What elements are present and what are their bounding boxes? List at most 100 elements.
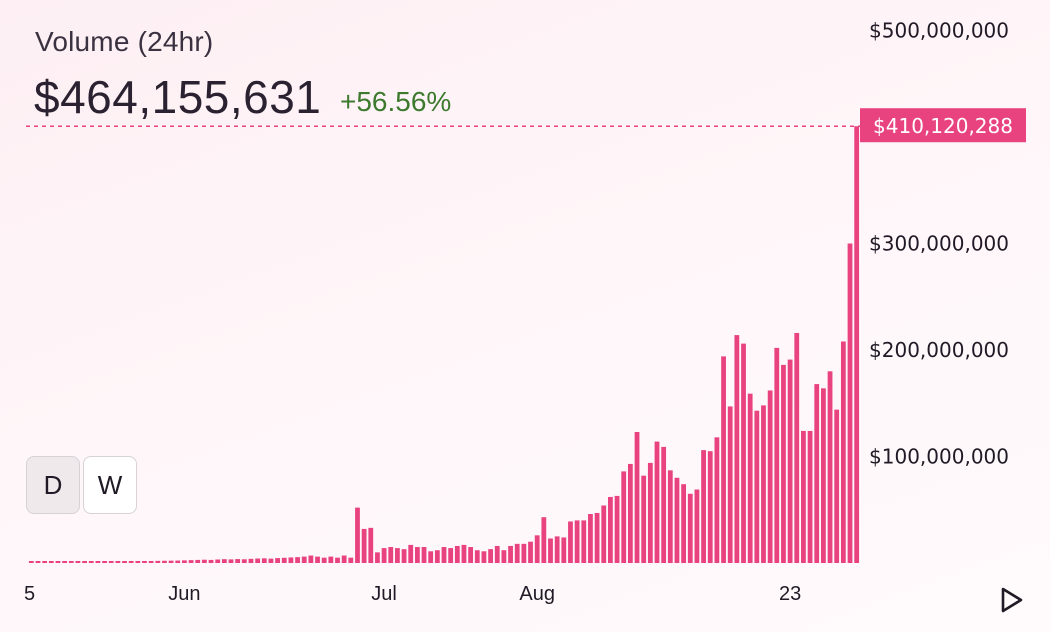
volume-bar[interactable]: [308, 555, 314, 563]
volume-bar[interactable]: [175, 560, 181, 563]
volume-bar[interactable]: [781, 364, 786, 563]
volume-bar[interactable]: [381, 548, 387, 563]
volume-bar[interactable]: [361, 528, 367, 563]
volume-bar[interactable]: [807, 430, 813, 563]
volume-bar[interactable]: [355, 507, 360, 563]
volume-bar[interactable]: [514, 543, 520, 563]
volume-bar[interactable]: [641, 475, 647, 563]
volume-bar[interactable]: [794, 332, 800, 563]
volume-bar[interactable]: [335, 557, 340, 563]
volume-bar[interactable]: [148, 560, 154, 563]
volume-bar[interactable]: [741, 343, 746, 563]
volume-bar[interactable]: [414, 547, 420, 563]
volume-bar[interactable]: [701, 450, 706, 563]
volume-bar[interactable]: [448, 548, 454, 563]
volume-bar[interactable]: [481, 551, 487, 563]
volume-bar[interactable]: [248, 558, 254, 563]
volume-bar[interactable]: [767, 390, 773, 563]
volume-bar[interactable]: [288, 557, 294, 563]
volume-bar[interactable]: [241, 559, 247, 563]
volume-bar[interactable]: [68, 561, 74, 563]
volume-bar[interactable]: [614, 495, 620, 563]
volume-bar[interactable]: [594, 512, 600, 563]
volume-bar[interactable]: [734, 335, 740, 563]
volume-bar[interactable]: [182, 560, 187, 563]
play-icon[interactable]: [998, 586, 1026, 614]
volume-bar[interactable]: [401, 549, 407, 563]
volume-bar[interactable]: [548, 538, 553, 564]
volume-bar[interactable]: [42, 561, 48, 563]
volume-bar[interactable]: [162, 560, 167, 563]
volume-bar[interactable]: [761, 405, 766, 563]
volume-bar[interactable]: [681, 484, 687, 563]
volume-bar[interactable]: [142, 561, 147, 563]
volume-bar[interactable]: [667, 470, 673, 564]
volume-bar[interactable]: [428, 551, 434, 563]
volume-bar[interactable]: [321, 557, 327, 563]
volume-bar[interactable]: [315, 556, 320, 563]
volume-bar[interactable]: [375, 552, 380, 563]
volume-bar[interactable]: [468, 547, 474, 563]
volume-bar[interactable]: [574, 520, 580, 563]
volume-bar[interactable]: [35, 561, 41, 563]
volume-bar[interactable]: [568, 521, 573, 563]
volume-bar[interactable]: [215, 559, 221, 563]
volume-bar[interactable]: [694, 489, 700, 563]
day-toggle-button[interactable]: D: [26, 456, 80, 514]
volume-bar[interactable]: [62, 561, 67, 563]
volume-bar[interactable]: [588, 514, 593, 563]
volume-bar[interactable]: [348, 557, 354, 563]
volume-bar[interactable]: [128, 561, 134, 563]
volume-bar[interactable]: [494, 545, 500, 563]
volume-bar[interactable]: [115, 561, 121, 563]
volume-bar[interactable]: [341, 555, 347, 563]
volume-bar[interactable]: [674, 477, 680, 563]
volume-bar[interactable]: [295, 557, 300, 563]
volume-bar[interactable]: [461, 544, 467, 563]
volume-bar[interactable]: [168, 560, 174, 563]
volume-bar[interactable]: [434, 550, 440, 563]
volume-bar[interactable]: [714, 437, 720, 563]
volume-bar[interactable]: [421, 547, 427, 563]
volume-bar[interactable]: [727, 406, 733, 563]
volume-bar[interactable]: [774, 347, 780, 563]
volume-bar[interactable]: [395, 548, 400, 563]
volume-bar[interactable]: [721, 356, 726, 563]
volume-bar[interactable]: [528, 541, 533, 563]
volume-bar[interactable]: [441, 547, 447, 563]
volume-bar[interactable]: [847, 243, 853, 564]
volume-bar[interactable]: [328, 556, 334, 563]
volume-bar[interactable]: [687, 493, 693, 563]
volume-bar[interactable]: [261, 558, 267, 563]
volume-bar[interactable]: [108, 561, 114, 563]
volume-bar[interactable]: [834, 409, 840, 563]
volume-bar[interactable]: [627, 463, 633, 563]
volume-bar[interactable]: [621, 471, 627, 563]
volume-bar[interactable]: [102, 561, 107, 563]
volume-bar[interactable]: [135, 561, 141, 563]
volume-bar[interactable]: [854, 126, 860, 563]
volume-bar[interactable]: [474, 550, 480, 563]
volume-bar[interactable]: [55, 561, 61, 563]
volume-bar[interactable]: [554, 536, 560, 564]
volume-bar[interactable]: [534, 535, 540, 563]
volume-bar[interactable]: [281, 557, 287, 563]
volume-bar[interactable]: [155, 560, 161, 563]
volume-bar[interactable]: [561, 537, 567, 563]
volume-bar[interactable]: [754, 410, 760, 563]
volume-bar[interactable]: [488, 549, 493, 563]
volume-bar[interactable]: [661, 446, 667, 563]
volume-bar[interactable]: [255, 558, 261, 563]
volume-bar[interactable]: [82, 561, 87, 563]
volume-bar[interactable]: [747, 393, 753, 563]
week-toggle-button[interactable]: W: [83, 456, 137, 514]
volume-bar[interactable]: [801, 430, 806, 563]
volume-bar[interactable]: [75, 561, 81, 563]
volume-bar[interactable]: [301, 556, 307, 563]
volume-bar[interactable]: [647, 462, 653, 563]
volume-bar[interactable]: [827, 371, 833, 563]
volume-bar[interactable]: [48, 561, 54, 563]
volume-bar[interactable]: [188, 560, 194, 563]
volume-bar[interactable]: [28, 561, 34, 563]
volume-bar[interactable]: [195, 559, 201, 563]
